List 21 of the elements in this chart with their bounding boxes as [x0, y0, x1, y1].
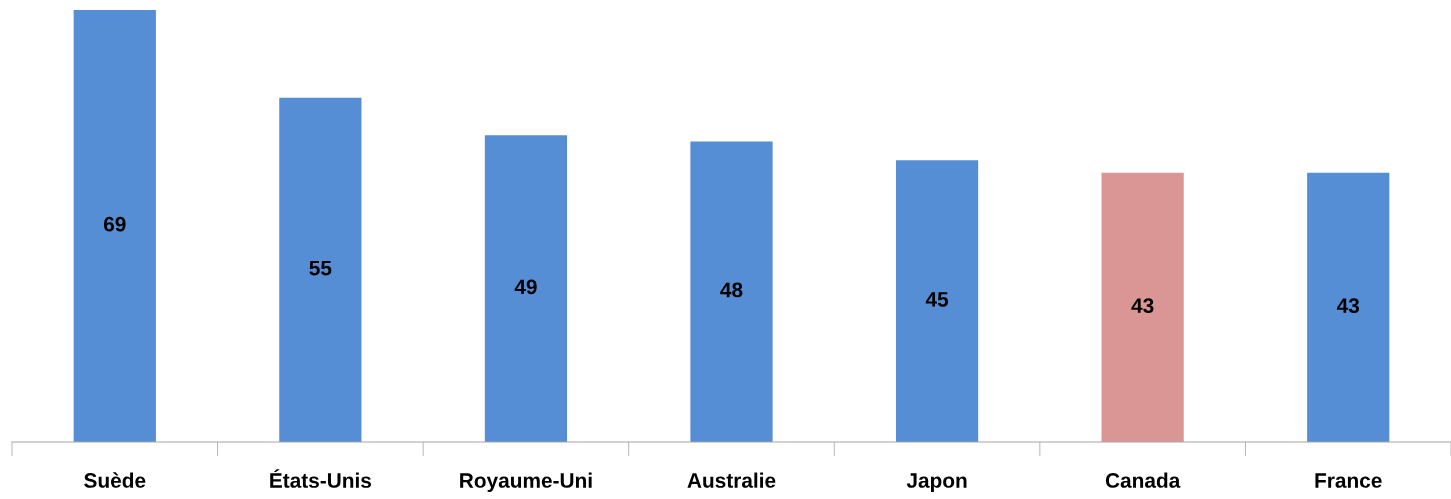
data-label: 55: [309, 260, 332, 276]
bar: [1307, 172, 1390, 442]
x-tick-label: Suède: [84, 472, 146, 488]
x-tick-label: Australie: [687, 472, 776, 488]
x-tick-label: France: [1315, 473, 1382, 488]
bar: [279, 97, 362, 442]
bar: [690, 141, 773, 442]
bar: [484, 135, 568, 442]
bar: [73, 10, 156, 442]
x-tick-label: Japon: [906, 473, 967, 492]
data-label: 49: [514, 279, 537, 295]
bar: [1101, 172, 1184, 442]
x-tick-label: États-Unis: [270, 469, 372, 488]
bar: [895, 160, 979, 442]
data-label: 45: [925, 292, 949, 307]
data-label: 43: [1131, 298, 1154, 314]
data-label: 43: [1336, 298, 1360, 314]
data-label: 69: [103, 216, 126, 232]
x-tick-label: Royaume-Uni: [460, 472, 592, 492]
x-tick-label: Canada: [1105, 472, 1181, 488]
data-label: 48: [720, 282, 743, 298]
